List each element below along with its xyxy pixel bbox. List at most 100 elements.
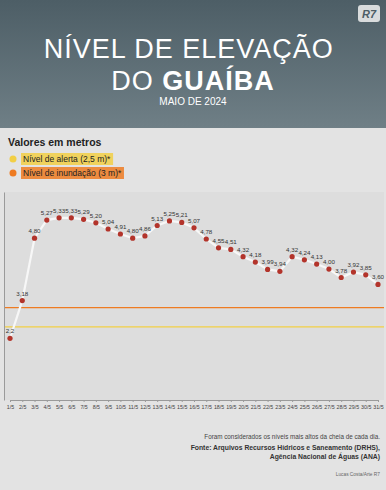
point [240,254,245,259]
data-label: 3,60 [372,273,385,280]
x-tick-group: 20/5 [238,400,248,410]
data-label: 5,33 [65,207,78,214]
x-tick-label: 8/5 [93,404,100,410]
x-tick [219,400,220,402]
point [204,236,209,241]
x-tick-label: 22/5 [263,404,273,410]
y-axis [4,193,5,401]
data-label: 5,33 [53,207,66,214]
reference-line [4,307,384,308]
x-tick-label: 28/5 [337,404,347,410]
data-label: 3,94 [274,260,287,267]
data-label: 4,24 [298,249,311,256]
point [314,261,319,266]
x-axis: 1/52/53/54/55/56/57/58/59/510/511/512/51… [7,400,384,410]
x-tick-group: 13/5 [153,400,163,410]
data-label: 5,25 [163,210,176,217]
data-label: 4,13 [311,253,324,260]
x-tick-label: 18/5 [214,404,224,410]
plot [4,215,384,341]
x-tick-label: 9/5 [105,404,112,410]
data-label: 5,04 [102,218,115,225]
header [0,0,386,128]
point [130,236,135,241]
x-tick-group: 19/5 [226,400,236,410]
y-axis-line [4,193,5,401]
x-tick [96,400,97,402]
x-tick [59,400,60,402]
x-tick-label: 3/5 [31,404,38,410]
x-tick-label: 19/5 [226,404,236,410]
data-label: 2,2 [6,327,15,334]
x-tick [194,400,195,402]
x-tick [169,400,170,402]
data-label: 5,27 [41,209,54,216]
data-label: 4,18 [249,251,262,258]
credit: Lucas Costa/Arte R7 [336,472,381,477]
x-tick-group: 12/5 [140,400,150,410]
x-tick [84,400,85,402]
point [326,266,331,271]
x-tick-label: 12/5 [140,404,150,410]
x-axis-line [11,400,379,401]
point [155,223,160,228]
data-label: 4,86 [139,225,152,232]
x-tick [120,400,121,402]
x-tick-group: 26/5 [312,400,322,410]
legend-marker [10,170,17,177]
x-tick-group: 6/5 [68,400,75,410]
x-tick [108,400,109,402]
data-label: 4,51 [225,238,238,245]
x-tick [243,400,244,402]
point [277,269,282,274]
point [290,254,295,259]
point [44,218,49,223]
x-tick-group: 31/5 [373,400,383,410]
data-labels: 2,23,184,805,275,335,335,295,205,044,914… [6,207,385,335]
x-tick [366,400,367,402]
legend-highlight [21,167,124,179]
x-tick-label: 1/5 [7,404,14,410]
x-tick [255,400,256,402]
x-tick-group: 30/5 [361,400,371,410]
logo-box [358,5,380,22]
x-tick-group: 4/5 [44,400,51,410]
point [179,220,184,225]
data-label: 5,20 [90,212,103,219]
legend-highlight [21,153,113,165]
subtitle: MAIO DE 2024 [159,96,227,107]
x-tick-label: 26/5 [312,404,322,410]
x-tick-group: 11/5 [128,400,138,410]
point [375,282,380,287]
x-tick [268,400,269,402]
x-tick [317,400,318,402]
x-tick [182,400,183,402]
x-tick-label: 23/5 [275,404,285,410]
x-tick-label: 15/5 [177,404,187,410]
x-tick-group: 23/5 [275,400,285,410]
background [0,0,386,490]
x-tick [329,400,330,402]
point [142,233,147,238]
data-label: 3,85 [360,264,373,271]
x-tick [341,400,342,402]
point [7,336,12,341]
data-label: 4,32 [237,246,250,253]
point [265,267,270,272]
x-tick-group: 8/5 [93,400,100,410]
data-label: 5,13 [151,215,164,222]
data-label: 5,07 [188,217,201,224]
point [81,217,86,222]
x-tick [22,400,23,402]
x-tick-label: 5/5 [56,404,63,410]
data-label: 3,92 [347,261,360,268]
x-tick-group: 27/5 [324,400,334,410]
point [167,218,172,223]
x-tick-group: 29/5 [349,400,359,410]
point [20,298,25,303]
x-tick-label: 2/5 [19,404,26,410]
data-label: 3,18 [16,290,29,297]
x-tick-label: 14/5 [165,404,175,410]
x-tick [157,400,158,402]
x-tick-group: 22/5 [263,400,273,410]
